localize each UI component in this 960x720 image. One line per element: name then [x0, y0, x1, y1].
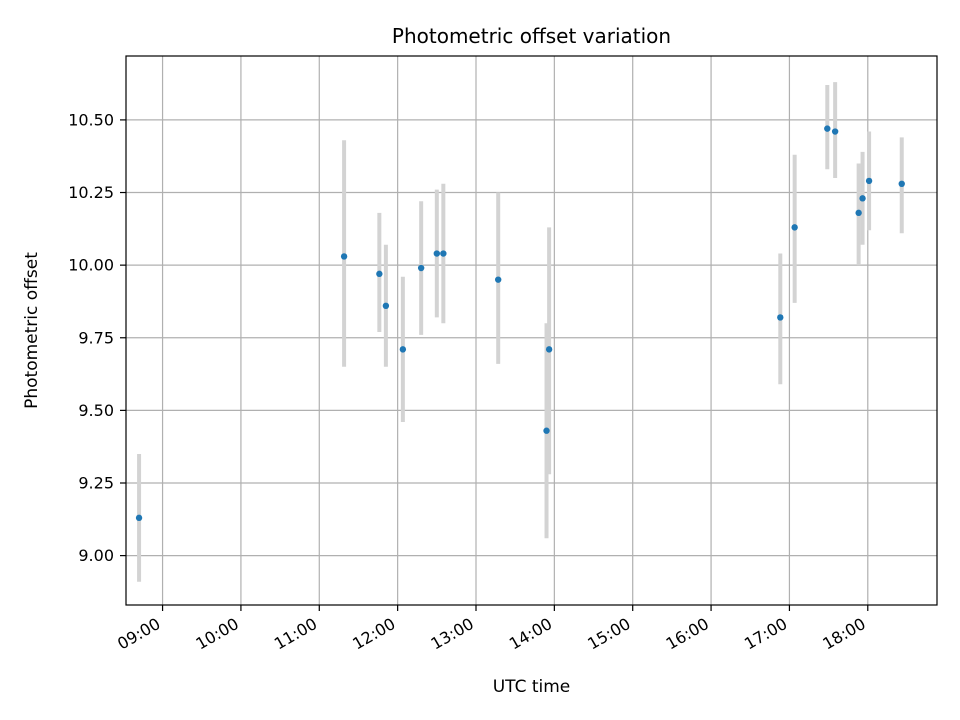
grid	[126, 56, 937, 605]
data-point	[855, 209, 862, 217]
data-point	[382, 302, 390, 310]
data-point	[340, 253, 348, 260]
data-point	[859, 195, 866, 202]
data-points	[135, 125, 905, 522]
data-point	[824, 125, 831, 132]
data-point	[831, 128, 839, 135]
y-tick-label: 9.50	[78, 401, 114, 420]
data-point	[399, 346, 407, 353]
data-point	[791, 224, 798, 231]
data-point	[865, 177, 873, 185]
data-point	[440, 250, 447, 257]
y-tick-label: 10.25	[68, 183, 114, 202]
y-tick-label: 9.75	[78, 328, 114, 347]
data-point	[543, 427, 550, 434]
data-point	[376, 270, 383, 278]
y-tick-label: 9.00	[78, 546, 114, 565]
y-axis-label: Photometric offset	[22, 252, 42, 409]
y-tick-label: 10.00	[68, 256, 114, 275]
data-point	[494, 276, 502, 283]
data-point	[898, 180, 905, 188]
data-point	[135, 514, 143, 522]
x-axis-label: UTC time	[493, 677, 571, 697]
y-axis-ticks: 9.00 9.25 9.50 9.75 10.00 10.25 10.50	[68, 110, 126, 565]
y-tick-label: 10.50	[68, 110, 114, 129]
data-point	[417, 264, 425, 272]
y-tick-label: 9.25	[78, 474, 114, 493]
data-point	[433, 250, 441, 257]
plot-area-frame	[125, 55, 938, 606]
data-point	[777, 314, 784, 321]
data-point	[545, 346, 553, 353]
chart-title: Photometric offset variation	[392, 24, 671, 48]
